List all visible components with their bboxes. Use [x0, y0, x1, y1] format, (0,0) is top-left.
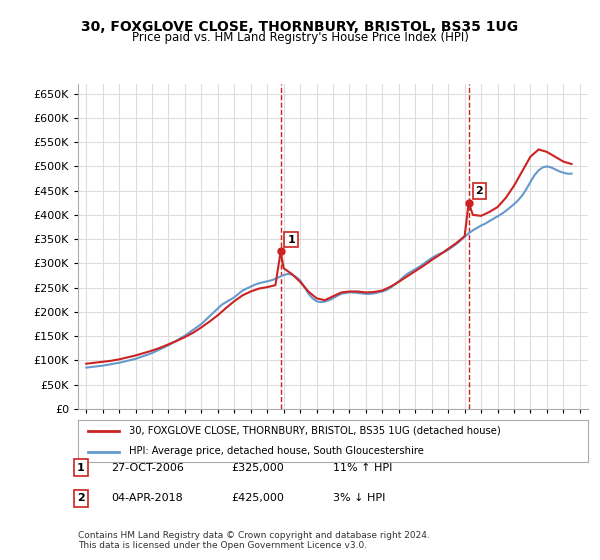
- Text: 11% ↑ HPI: 11% ↑ HPI: [333, 463, 392, 473]
- Text: 3% ↓ HPI: 3% ↓ HPI: [333, 493, 385, 503]
- Text: 1: 1: [287, 235, 295, 245]
- Text: 27-OCT-2006: 27-OCT-2006: [111, 463, 184, 473]
- Text: £325,000: £325,000: [231, 463, 284, 473]
- Text: HPI: Average price, detached house, South Gloucestershire: HPI: Average price, detached house, Sout…: [129, 446, 424, 456]
- Text: 2: 2: [475, 186, 483, 196]
- Text: 1: 1: [77, 463, 85, 473]
- Text: 04-APR-2018: 04-APR-2018: [111, 493, 183, 503]
- Text: Price paid vs. HM Land Registry's House Price Index (HPI): Price paid vs. HM Land Registry's House …: [131, 31, 469, 44]
- Text: 2: 2: [77, 493, 85, 503]
- Text: £425,000: £425,000: [231, 493, 284, 503]
- Text: Contains HM Land Registry data © Crown copyright and database right 2024.
This d: Contains HM Land Registry data © Crown c…: [78, 530, 430, 550]
- Text: 30, FOXGLOVE CLOSE, THORNBURY, BRISTOL, BS35 1UG: 30, FOXGLOVE CLOSE, THORNBURY, BRISTOL, …: [82, 20, 518, 34]
- Text: 30, FOXGLOVE CLOSE, THORNBURY, BRISTOL, BS35 1UG (detached house): 30, FOXGLOVE CLOSE, THORNBURY, BRISTOL, …: [129, 426, 501, 436]
